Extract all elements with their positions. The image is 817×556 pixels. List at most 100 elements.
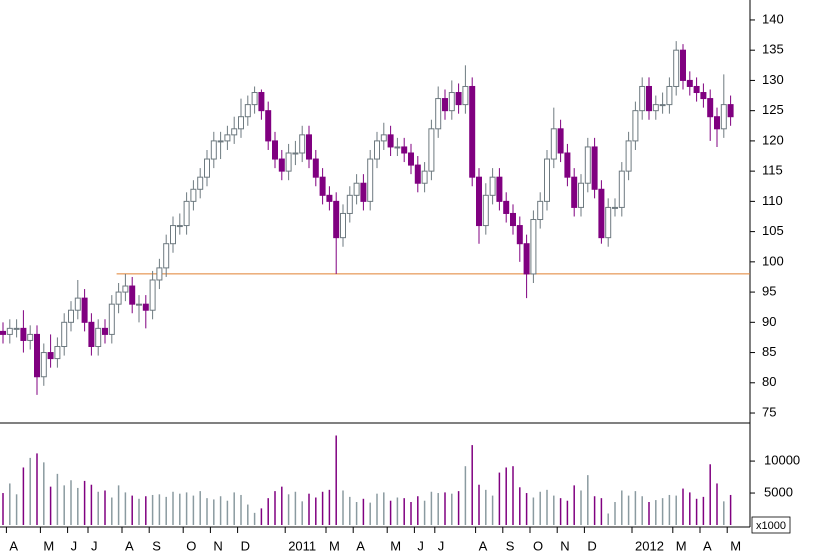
candle-body bbox=[54, 346, 61, 360]
y-tick-label: 135 bbox=[762, 42, 784, 57]
candle-body bbox=[278, 158, 285, 172]
y-tick-label: 125 bbox=[762, 102, 784, 117]
candle-body bbox=[88, 321, 95, 348]
candle-body bbox=[238, 116, 244, 130]
candle-body bbox=[408, 152, 414, 166]
volume-tick-label: 5000 bbox=[764, 484, 793, 499]
candle-body bbox=[285, 152, 292, 172]
candle-body bbox=[81, 297, 88, 323]
candle-body bbox=[448, 92, 455, 112]
candle-body bbox=[387, 134, 394, 148]
candle-body bbox=[176, 225, 183, 228]
x-tick-label: N bbox=[213, 538, 222, 553]
candle-body bbox=[442, 98, 448, 112]
y-tick-label: 80 bbox=[762, 374, 776, 389]
x-tick-label: D bbox=[241, 538, 250, 553]
x-tick-label: M bbox=[329, 538, 340, 553]
candle-body bbox=[605, 206, 612, 239]
candle-body bbox=[550, 128, 557, 160]
candle-body bbox=[557, 128, 564, 154]
candle-body bbox=[319, 176, 326, 196]
candle-body bbox=[115, 291, 122, 305]
candle-body bbox=[102, 327, 108, 335]
candle-body bbox=[544, 158, 550, 202]
candle-body bbox=[727, 104, 734, 118]
candle-body bbox=[149, 279, 156, 311]
candle-body bbox=[6, 327, 13, 335]
candle-body bbox=[380, 134, 387, 142]
x-tick-label: 2012 bbox=[635, 538, 664, 553]
candle-body bbox=[680, 49, 686, 81]
candle-body bbox=[652, 104, 659, 112]
candle-body bbox=[258, 92, 265, 112]
candle-body bbox=[163, 243, 170, 269]
candle-body bbox=[591, 146, 598, 190]
candle-body bbox=[632, 110, 639, 142]
candle-body bbox=[618, 170, 625, 208]
candle-body bbox=[108, 303, 115, 335]
candle-body bbox=[414, 164, 421, 184]
candle-body bbox=[530, 219, 537, 275]
candle-body bbox=[251, 92, 258, 106]
candle-body bbox=[367, 158, 374, 202]
candle-body bbox=[482, 194, 489, 227]
candle-body bbox=[156, 267, 163, 281]
candle-body bbox=[496, 176, 503, 202]
candle-body bbox=[197, 176, 204, 190]
candle-body bbox=[34, 333, 40, 378]
candle-body bbox=[190, 188, 197, 202]
candle-body bbox=[346, 194, 353, 214]
y-tick-label: 75 bbox=[762, 404, 776, 419]
candle-body bbox=[68, 309, 74, 323]
volume-tick-label: 10000 bbox=[764, 453, 800, 468]
candle-body bbox=[326, 194, 333, 202]
candle-body bbox=[40, 352, 47, 378]
candle-body bbox=[523, 243, 530, 275]
candle-body bbox=[333, 200, 340, 239]
candle-body bbox=[693, 85, 700, 94]
candle-body bbox=[564, 152, 571, 178]
candle-body bbox=[435, 98, 442, 130]
y-tick-label: 140 bbox=[762, 11, 784, 26]
candle-body bbox=[244, 104, 251, 118]
candle-body bbox=[272, 140, 278, 160]
x-tick-label: A bbox=[9, 538, 18, 553]
x-tick-label: 2011 bbox=[288, 538, 316, 553]
x-tick-label: J bbox=[438, 538, 445, 553]
candle-body bbox=[571, 176, 578, 208]
y-tick-label: 95 bbox=[762, 284, 776, 299]
x-tick-label: O bbox=[186, 538, 196, 553]
candle-body bbox=[421, 170, 428, 184]
candle-body bbox=[707, 98, 714, 118]
x-tick-label: M bbox=[730, 538, 741, 553]
x-tick-label: M bbox=[390, 538, 401, 553]
y-tick-label: 90 bbox=[762, 314, 776, 329]
y-tick-label: 85 bbox=[762, 344, 776, 359]
unit-box bbox=[751, 516, 791, 534]
candle-body bbox=[476, 176, 482, 227]
candle-body bbox=[217, 140, 224, 143]
x-tick-label: A bbox=[703, 538, 712, 553]
candle-body bbox=[374, 140, 380, 160]
x-tick-label: S bbox=[152, 538, 161, 553]
candle-body bbox=[646, 85, 652, 112]
candle-body bbox=[27, 333, 34, 341]
y-tick-label: 120 bbox=[762, 132, 784, 147]
candle-body bbox=[584, 146, 591, 184]
candle-body bbox=[510, 212, 516, 227]
candle-body bbox=[265, 110, 272, 142]
x-tick-label: M bbox=[676, 538, 687, 553]
candle-body bbox=[13, 327, 20, 330]
candle-body bbox=[673, 49, 680, 87]
x-tick-label: A bbox=[479, 538, 488, 553]
x-tick-label: J bbox=[417, 538, 424, 553]
candle-body bbox=[639, 85, 646, 112]
x-tick-label: J bbox=[71, 538, 78, 553]
candle-body bbox=[666, 85, 673, 106]
candle-body bbox=[142, 303, 149, 311]
candle-body bbox=[47, 352, 54, 360]
y-tick-label: 130 bbox=[762, 72, 784, 87]
x-tick-label: J bbox=[91, 538, 98, 553]
candle-body bbox=[95, 327, 102, 348]
